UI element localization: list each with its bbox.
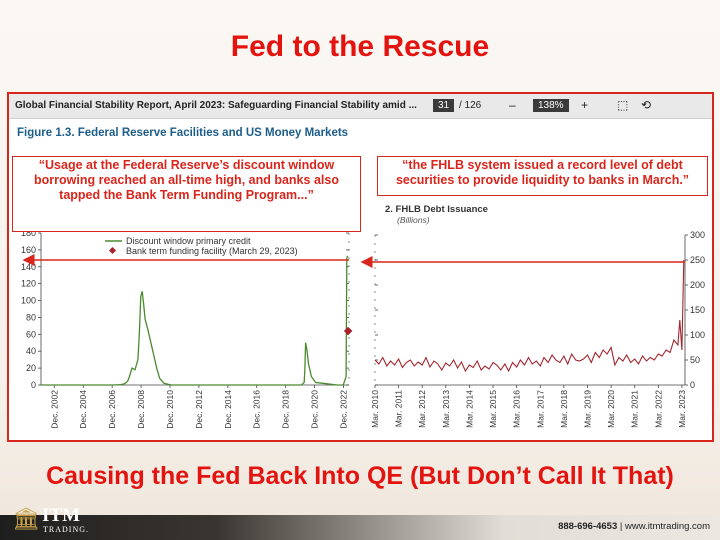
y-tick-label: 250 bbox=[690, 255, 705, 265]
series-marker-btfp bbox=[343, 326, 353, 336]
right-chart-subtitle: (Billions) bbox=[397, 215, 430, 225]
figure-title: Figure 1.3. Federal Reserve Facilities a… bbox=[17, 127, 349, 139]
right-x-axis: Mar. 2010 Mar. 2011 Mar. 2012 Mar. 2013 Mar.… bbox=[370, 384, 687, 428]
x-tick-label: Mar. 2012 bbox=[417, 390, 427, 428]
y-tick-label: 80 bbox=[26, 312, 36, 322]
legend-label-btfp: Bank term funding facility (March 29, 20… bbox=[126, 246, 298, 256]
phone-number: 888-696-4653 bbox=[558, 521, 618, 532]
x-tick-label: Mar. 2019 bbox=[582, 390, 592, 428]
x-tick-label: Mar. 2014 bbox=[464, 390, 474, 428]
logo-subtext: TRADING. bbox=[43, 525, 89, 534]
y-tick-label: 180 bbox=[21, 228, 36, 238]
legend-swatch-btfp bbox=[108, 246, 117, 255]
y-tick-label: 50 bbox=[690, 355, 700, 365]
y-tick-label: 0 bbox=[690, 380, 695, 390]
x-tick-label: Mar. 2023 bbox=[677, 390, 687, 428]
y-tick-label: 100 bbox=[690, 330, 705, 340]
rotate-icon[interactable]: ⟲ bbox=[641, 98, 652, 112]
data-point-btfp bbox=[343, 326, 353, 336]
y-tick-label: 200 bbox=[690, 280, 705, 290]
x-tick-label: Mar. 2016 bbox=[512, 390, 522, 428]
x-tick-label: Mar. 2011 bbox=[394, 390, 404, 427]
x-tick-label: Dec. 2008 bbox=[136, 390, 146, 429]
x-tick-label: Mar. 2021 bbox=[630, 390, 640, 428]
itm-logo: 🏛 ITM TRADING. bbox=[12, 503, 102, 537]
y-tick-label: 300 bbox=[690, 230, 705, 240]
footer-bar bbox=[0, 515, 720, 540]
contact-separator: | bbox=[619, 521, 623, 532]
x-tick-label: Dec. 2012 bbox=[194, 390, 204, 429]
x-tick-label: Dec. 2018 bbox=[281, 390, 291, 429]
page-number-input[interactable]: 31 bbox=[433, 99, 455, 112]
y-tick-label: 40 bbox=[26, 346, 36, 356]
x-tick-label: Dec. 2006 bbox=[107, 390, 117, 429]
slide-subtitle: Causing the Fed Back Into QE (But Don’t … bbox=[46, 462, 674, 490]
right-chart: 2. FHLB Debt Issuance (Billions) 0 50 100 1… bbox=[370, 204, 705, 428]
x-tick-label: Dec. 2010 bbox=[165, 390, 175, 429]
series-line-fhlb bbox=[374, 259, 685, 373]
slide-title: Fed to the Rescue bbox=[230, 30, 490, 63]
y-tick-label: 0 bbox=[31, 380, 36, 390]
pillar-icon: 🏛 bbox=[12, 506, 40, 531]
y-tick-label: 120 bbox=[21, 279, 36, 289]
fit-page-icon[interactable]: ⬚ bbox=[617, 98, 629, 112]
y-tick-label: 20 bbox=[26, 363, 36, 373]
x-tick-label: Dec. 2002 bbox=[49, 390, 59, 429]
pdf-viewer-frame: Global Financial Stability Report, April… bbox=[7, 92, 714, 442]
legend-label-discount-window: Discount window primary credit bbox=[126, 236, 251, 246]
left-y-axis: 0 20 40 60 80 100 120 140 160 180 bbox=[21, 228, 350, 390]
x-tick-label: Mar. 2018 bbox=[559, 390, 569, 428]
logo-text: ITM bbox=[42, 505, 80, 526]
zoom-level[interactable]: 138% bbox=[533, 99, 569, 112]
y-tick-label: 60 bbox=[26, 329, 36, 339]
x-tick-label: Dec. 2020 bbox=[310, 390, 320, 429]
x-tick-label: Dec. 2022 bbox=[339, 390, 349, 429]
right-chart-title: 2. FHLB Debt Issuance bbox=[385, 204, 488, 215]
x-tick-label: Mar. 2020 bbox=[606, 390, 616, 428]
y-tick-label: 160 bbox=[21, 245, 36, 255]
y-tick-label: 100 bbox=[21, 296, 36, 306]
series-line-discount-window bbox=[41, 255, 349, 386]
callout-discount-window: “Usage at the Federal Reserve’s discount… bbox=[12, 156, 361, 232]
x-tick-label: Mar. 2015 bbox=[488, 390, 498, 428]
x-tick-label: Mar. 2013 bbox=[441, 390, 451, 428]
page-total: / 126 bbox=[459, 100, 482, 111]
document-title: Global Financial Stability Report, April… bbox=[15, 100, 417, 111]
contact-info: 888-696-4653 | www.itmtrading.com bbox=[558, 521, 710, 532]
x-tick-label: Mar. 2022 bbox=[653, 390, 663, 428]
left-x-axis: Dec. 2002 Dec. 2004 Dec. 2006 Dec. 2008 Dec.… bbox=[41, 384, 349, 429]
x-tick-label: Dec. 2004 bbox=[78, 390, 88, 429]
website-link[interactable]: www.itmtrading.com bbox=[625, 521, 710, 532]
zoom-in-button[interactable]: + bbox=[581, 98, 589, 112]
x-tick-label: Mar. 2017 bbox=[535, 390, 545, 428]
callout-fhlb: “the FHLB system issued a record level o… bbox=[377, 156, 708, 196]
x-tick-label: Mar. 2010 bbox=[370, 390, 380, 428]
pdf-toolbar: Global Financial Stability Report, April… bbox=[9, 94, 712, 119]
zoom-out-button[interactable]: – bbox=[509, 98, 516, 112]
right-y-axis: 0 50 100 150 200 250 300 bbox=[374, 230, 705, 390]
y-tick-label: 140 bbox=[21, 262, 36, 272]
x-tick-label: Dec. 2016 bbox=[252, 390, 262, 429]
x-tick-label: Dec. 2014 bbox=[223, 390, 233, 429]
y-tick-label: 150 bbox=[690, 305, 705, 315]
